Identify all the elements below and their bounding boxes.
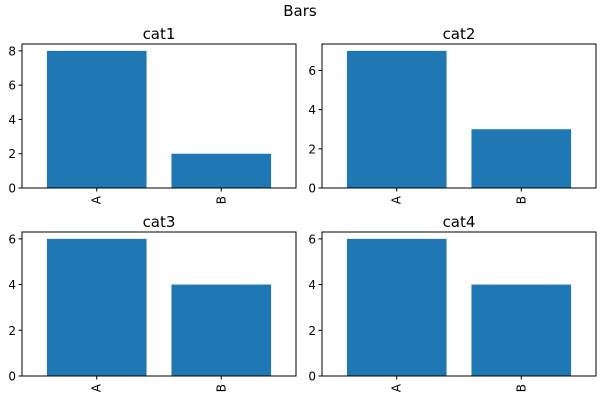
subplot-title: cat3 bbox=[143, 213, 176, 231]
bar-B bbox=[471, 129, 572, 188]
subplot-title: cat2 bbox=[443, 25, 476, 43]
bar-A bbox=[346, 238, 447, 376]
y-tick-label: 6 bbox=[308, 64, 316, 78]
axes-frame bbox=[21, 43, 297, 189]
subplot-cat1: cat1 0 2 4 6 8 A B bbox=[8, 25, 297, 204]
y-tick-label: 6 bbox=[8, 79, 16, 93]
x-tick-label: B bbox=[514, 196, 528, 204]
y-tick-label: 4 bbox=[308, 103, 316, 117]
subplot-cat3: cat3 0 2 4 6 A B bbox=[8, 213, 297, 392]
y-tick-label: 0 bbox=[308, 370, 316, 384]
y-tick-label: 6 bbox=[308, 232, 316, 246]
y-tick-label: 2 bbox=[8, 147, 16, 161]
x-tick-label: A bbox=[90, 383, 104, 392]
y-tick-label: 0 bbox=[8, 370, 16, 384]
subplot-cat2: cat2 0 2 4 6 A B bbox=[308, 25, 597, 204]
y-tick-label: 0 bbox=[8, 182, 16, 196]
x-tick-label: B bbox=[214, 384, 228, 392]
y-tick-label: 8 bbox=[8, 44, 16, 58]
x-tick-label: A bbox=[390, 195, 404, 204]
y-tick-label: 4 bbox=[8, 113, 16, 127]
y-tick-label: 2 bbox=[308, 324, 316, 338]
subplot-cat4: cat4 0 2 4 6 A B bbox=[308, 213, 597, 392]
y-tick-label: 6 bbox=[8, 232, 16, 246]
subplot-title: cat1 bbox=[143, 25, 176, 43]
x-tick-label: A bbox=[390, 383, 404, 392]
x-tick-label: A bbox=[90, 195, 104, 204]
y-tick-label: 4 bbox=[8, 278, 16, 292]
bar-A bbox=[346, 50, 447, 188]
axes-frame bbox=[321, 43, 597, 189]
x-tick-label: B bbox=[514, 384, 528, 392]
bar-B bbox=[471, 284, 572, 376]
subplot-title: cat4 bbox=[443, 213, 476, 231]
figure-title: Bars bbox=[283, 2, 317, 20]
y-tick-label: 0 bbox=[308, 182, 316, 196]
axes-frame bbox=[321, 231, 597, 377]
bar-A bbox=[46, 238, 147, 376]
bar-A bbox=[46, 50, 147, 188]
bar-B bbox=[171, 153, 272, 188]
x-tick-label: B bbox=[214, 196, 228, 204]
axes-frame bbox=[21, 231, 297, 377]
bar-B bbox=[171, 284, 272, 376]
y-tick-label: 4 bbox=[308, 278, 316, 292]
y-tick-label: 2 bbox=[308, 142, 316, 156]
y-tick-label: 2 bbox=[8, 324, 16, 338]
